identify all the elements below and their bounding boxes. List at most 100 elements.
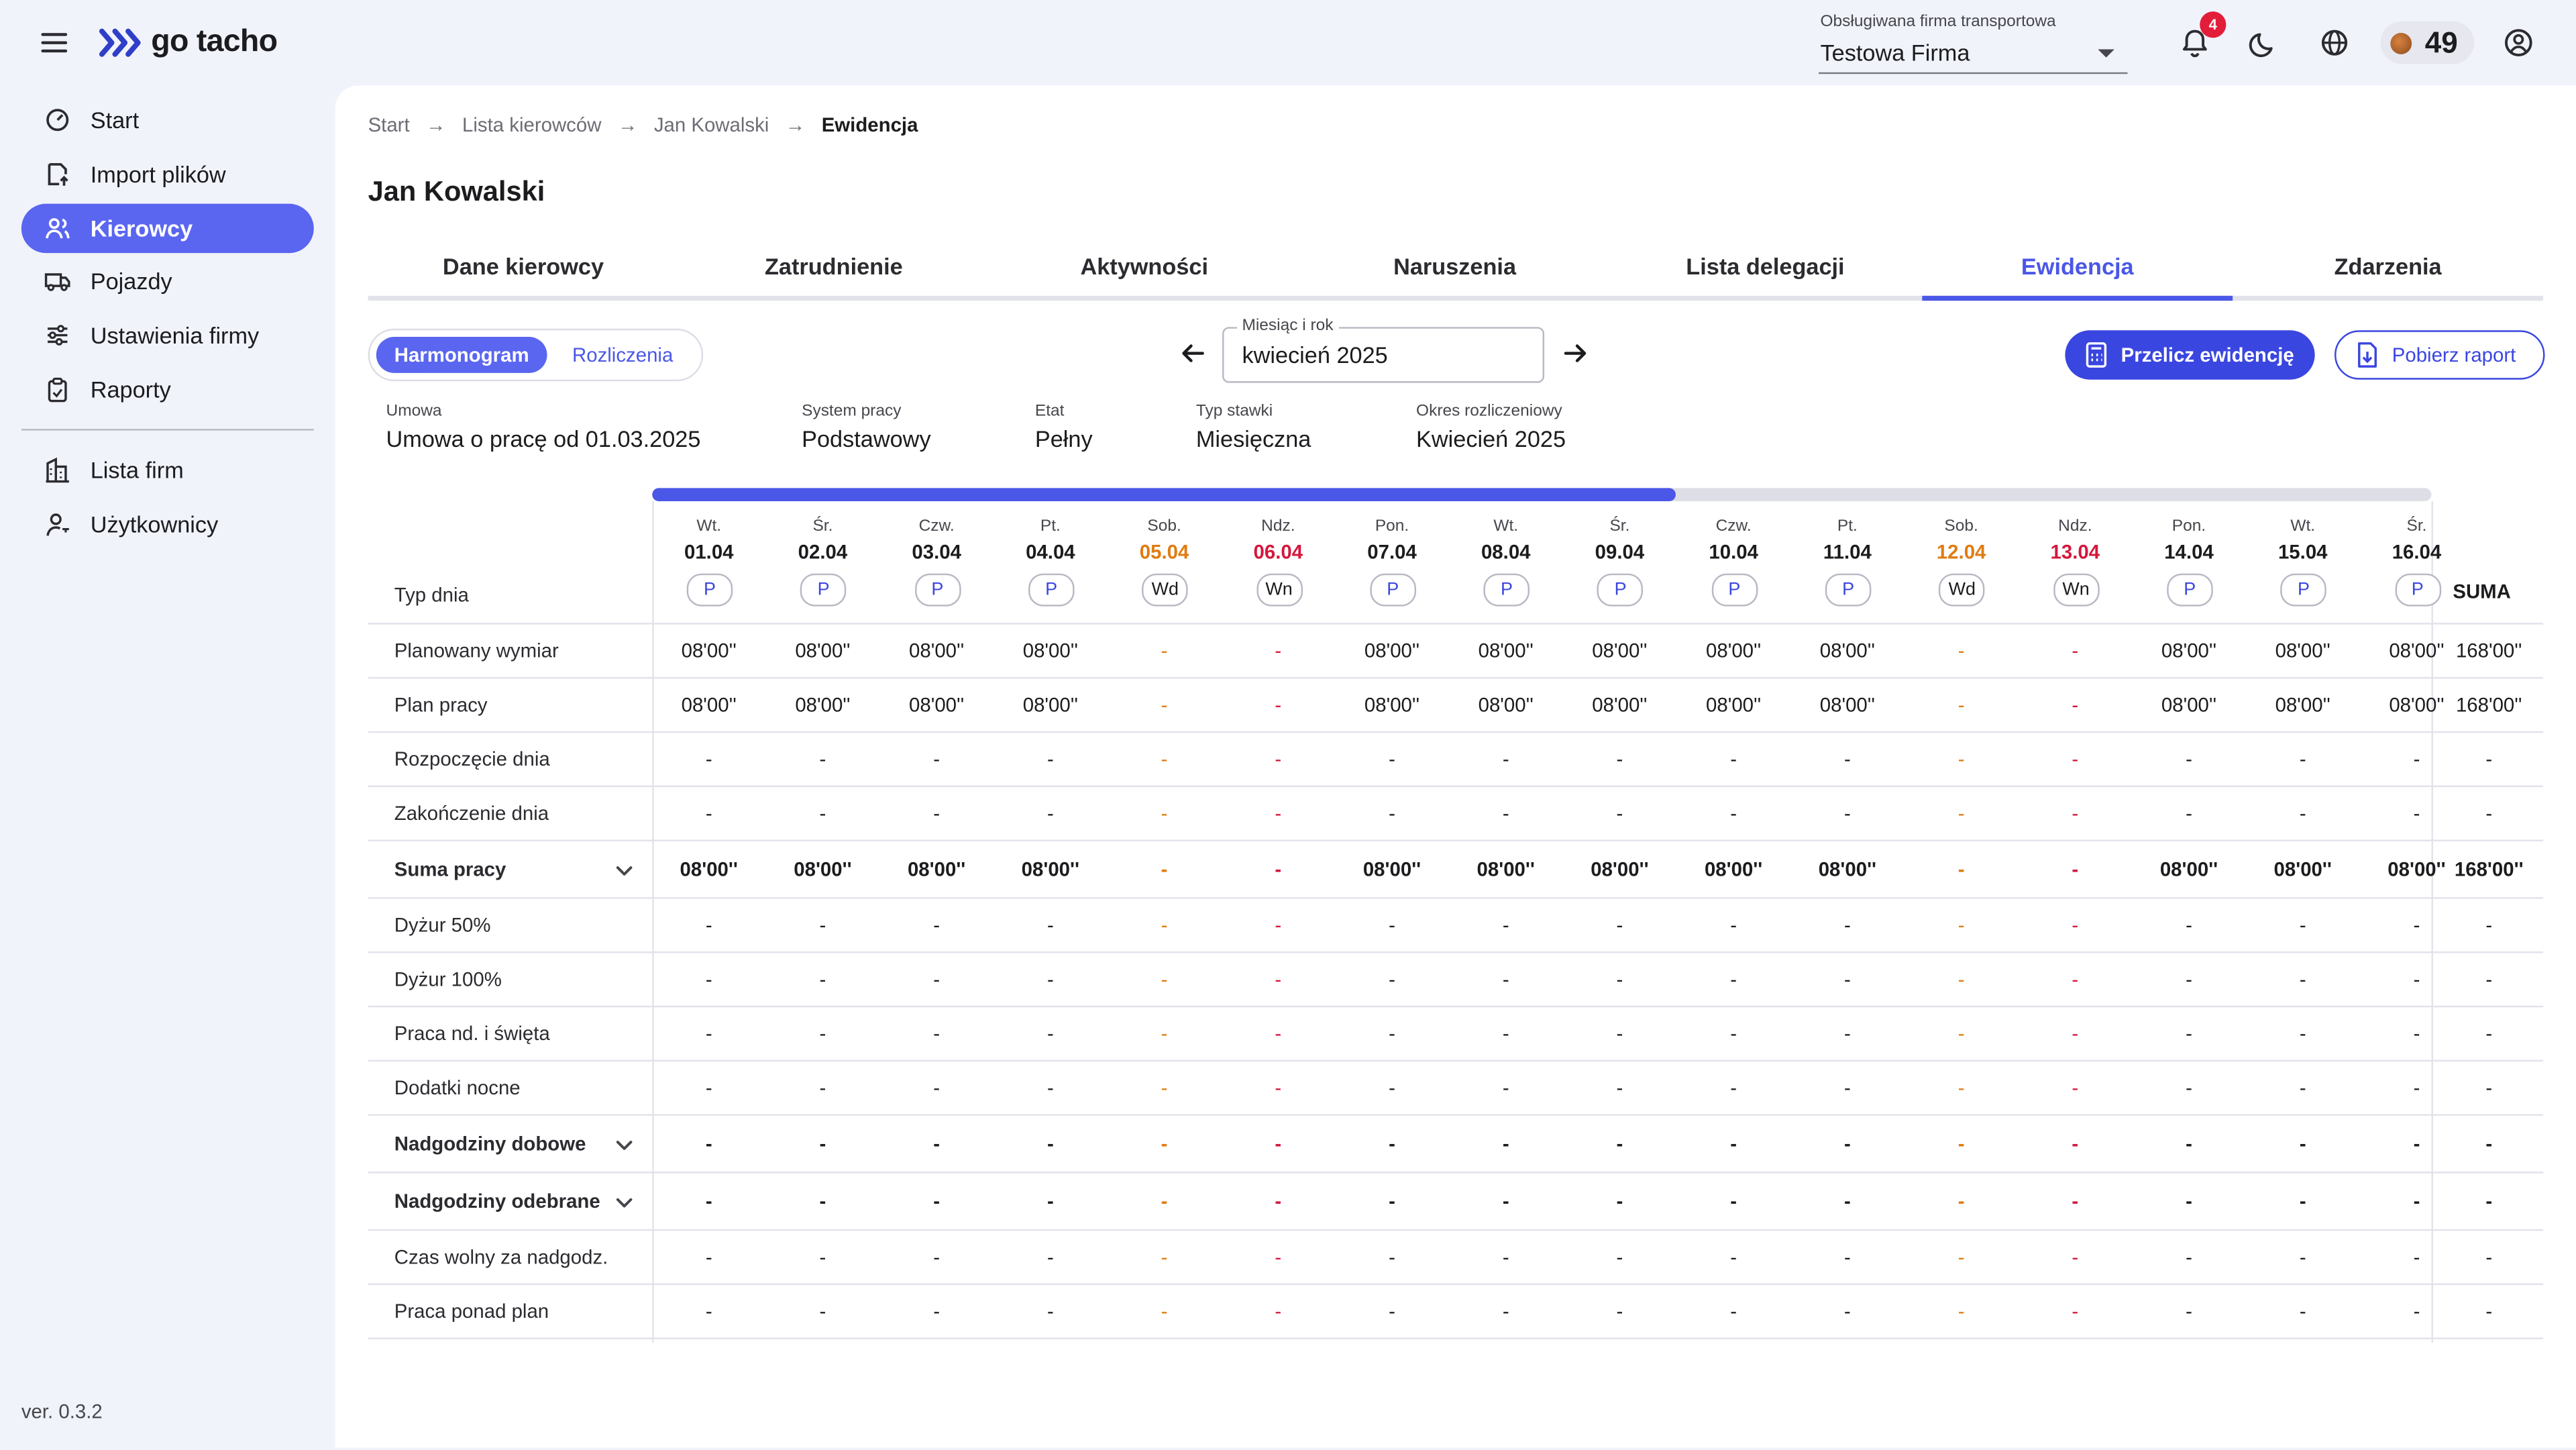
table-cell: -: [1275, 858, 1282, 881]
table-cell: 08'00'': [909, 639, 965, 662]
table-cell: -: [2072, 1132, 2079, 1155]
table-cell: -: [2186, 802, 2192, 825]
table-cell: -: [1730, 747, 1737, 771]
tab-records[interactable]: Ewidencja: [1922, 253, 2233, 301]
table-cell: -: [2186, 747, 2192, 771]
table-cell: -: [933, 913, 941, 937]
coins-balance[interactable]: 49: [2380, 21, 2475, 64]
month-year-field[interactable]: Miesiąc i rok kwiecień 2025: [1222, 317, 1545, 383]
table-cell: -: [1957, 693, 1965, 717]
day-type-chip[interactable]: P: [2280, 573, 2327, 607]
table-cell: -: [2299, 1300, 2306, 1323]
table-cell: -: [705, 1076, 712, 1100]
table-cell: -: [705, 1190, 712, 1213]
day-type-chip[interactable]: P: [1711, 573, 1758, 607]
sum-cell: 168'00'': [2455, 639, 2522, 662]
day-type-chip[interactable]: Wd: [1142, 573, 1189, 607]
table-cell: -: [2413, 913, 2420, 937]
day-date: 06.04: [1253, 540, 1303, 564]
day-type-chip[interactable]: P: [1369, 573, 1416, 607]
meta-label: Okres rozliczeniowy: [1416, 403, 1562, 421]
table-cell: 08'00'': [1819, 639, 1875, 662]
moon-icon[interactable]: [2246, 25, 2282, 61]
sidebar-item-company-settings[interactable]: Ustawienia firmy: [21, 311, 314, 360]
table-cell: -: [1046, 1190, 1054, 1213]
table-cell: -: [1616, 1300, 1623, 1323]
row-label: Dyżur 50%: [394, 913, 491, 937]
breadcrumb-driver[interactable]: Jan Kowalski: [653, 113, 769, 137]
table-cell: -: [1161, 968, 1168, 991]
row-label: Nadgodziny dobowe: [394, 1132, 586, 1155]
table-cell: -: [1616, 1022, 1623, 1045]
table-cell: -: [1275, 747, 1282, 771]
sum-cell: -: [2485, 1300, 2493, 1323]
day-date: 02.04: [798, 540, 848, 564]
meta-label: Typ stawki: [1195, 403, 1273, 421]
table-cell: -: [1161, 858, 1168, 881]
toggle-settlements[interactable]: Rozliczenia: [572, 343, 674, 367]
globe-icon[interactable]: [2316, 25, 2353, 61]
breadcrumb-start[interactable]: Start: [368, 113, 410, 137]
day-type-chip[interactable]: P: [2394, 573, 2440, 607]
download-report-button[interactable]: Pobierz raport: [2334, 330, 2545, 380]
table-cell: -: [1389, 968, 1395, 991]
tab-events[interactable]: Zdarzenia: [2334, 253, 2442, 280]
tab-delegations[interactable]: Lista delegacji: [1686, 253, 1845, 280]
day-type-chip[interactable]: Wn: [2053, 573, 2099, 607]
day-type-chip[interactable]: P: [914, 573, 961, 607]
sidebar-item-drivers[interactable]: Kierowcy: [21, 203, 314, 254]
recalculate-button[interactable]: Przelicz ewidencję: [2065, 330, 2315, 380]
sidebar-item-label: Użytkownicy: [90, 511, 219, 537]
logo[interactable]: go tacho: [99, 23, 278, 62]
scrollbar-thumb[interactable]: [652, 488, 1676, 501]
sidebar-item-vehicles[interactable]: Pojazdy: [21, 256, 314, 305]
chevron-down-icon[interactable]: [612, 860, 635, 882]
meta-contract: Umowa Umowa o pracę od 01.03.2025: [386, 403, 701, 452]
notification-badge: 4: [2200, 11, 2226, 38]
day-type-chip[interactable]: P: [800, 573, 847, 607]
horizontal-scrollbar[interactable]: [652, 488, 2432, 501]
day-type-chip[interactable]: P: [1483, 573, 1530, 607]
table-cell: -: [1616, 1076, 1623, 1100]
row-label: Dyżur 100%: [394, 968, 502, 991]
row-label: Nadgodziny odebrane: [394, 1190, 600, 1213]
sidebar-item-users[interactable]: Użytkownicy: [21, 499, 314, 548]
day-type-chip[interactable]: Wn: [1256, 573, 1302, 607]
hamburger-menu-icon[interactable]: [36, 25, 72, 61]
chevron-down-icon[interactable]: [612, 1192, 635, 1214]
table-cell: -: [819, 1190, 826, 1213]
tab-activities[interactable]: Aktywności: [1080, 253, 1209, 280]
tab-violations[interactable]: Naruszenia: [1393, 253, 1517, 280]
sidebar-item-companies[interactable]: Lista firm: [21, 446, 314, 495]
day-date: 15.04: [2277, 540, 2328, 564]
breadcrumb-drivers-list[interactable]: Lista kierowców: [462, 113, 602, 137]
table-cell: 08'00'': [1706, 693, 1762, 717]
day-type-chip[interactable]: P: [1028, 573, 1075, 607]
sidebar-item-import[interactable]: Import plików: [21, 150, 314, 199]
sidebar-item-label: Lista firm: [90, 456, 184, 484]
day-type-chip[interactable]: P: [1825, 573, 1872, 607]
chevron-down-icon[interactable]: [612, 1134, 635, 1157]
table-cell: 08'00'': [2159, 858, 2218, 881]
table-cell: -: [1844, 1245, 1851, 1269]
company-select[interactable]: Obsługiwana firma transportowa Testowa F…: [1819, 10, 2128, 74]
day-type-chip[interactable]: P: [2166, 573, 2213, 607]
account-circle-icon[interactable]: [2500, 25, 2536, 61]
arrow-left-icon[interactable]: [1178, 338, 1208, 368]
table-cell: -: [2072, 1076, 2079, 1100]
table-cell: -: [1730, 968, 1737, 991]
table-cell: 08'00'': [1478, 693, 1534, 717]
bell-icon[interactable]: [2177, 25, 2213, 61]
day-type-chip[interactable]: P: [686, 573, 733, 607]
sidebar-item-reports[interactable]: Raporty: [21, 365, 314, 414]
tab-employment[interactable]: Zatrudnienie: [764, 253, 903, 280]
toggle-schedule[interactable]: Harmonogram: [376, 337, 547, 373]
sidebar-item-start[interactable]: Start: [21, 95, 314, 144]
arrow-right-icon[interactable]: [1561, 338, 1591, 368]
day-type-chip[interactable]: P: [1597, 573, 1644, 607]
tab-driver-data[interactable]: Dane kierowcy: [442, 253, 604, 280]
table-cell: -: [705, 802, 712, 825]
day-type-chip[interactable]: Wd: [1939, 573, 1986, 607]
row-divider: [368, 839, 2544, 841]
meta-value: Kwiecień 2025: [1416, 425, 1566, 452]
